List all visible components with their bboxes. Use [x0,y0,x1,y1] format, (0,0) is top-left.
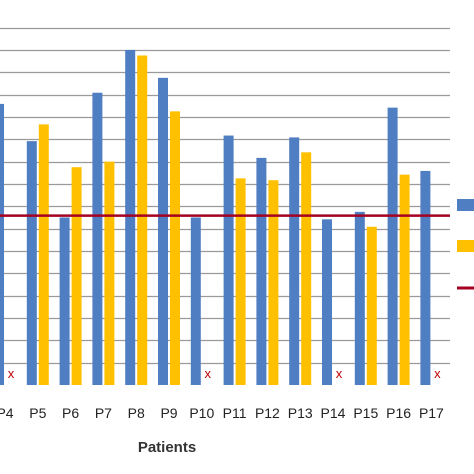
bar-series-1-p11 [223,135,234,385]
bar-series-1-p4 [0,103,4,386]
missing-value-marker: x [434,366,441,381]
bar-series-1-p13 [289,137,300,385]
x-tick-label: P7 [95,405,112,421]
x-tick-label: P13 [288,405,313,421]
legend-swatch-series-2 [457,240,474,252]
bar-series-2-p16 [399,174,410,385]
bar-series-1-p15 [354,211,365,385]
bar-series-2-p15 [366,226,377,385]
x-tick-label: P8 [128,405,145,421]
x-tick-label: P9 [160,405,177,421]
bar-series-2-p13 [301,152,312,385]
bar-series-1-p14 [322,219,332,385]
bar-series-1-p8 [125,49,136,386]
x-tick-label: P6 [62,405,79,421]
bar-series-2-p9 [170,111,180,385]
bar-series-1-p9 [158,77,168,385]
bar-series-1-p7 [92,92,103,385]
bar-series-1-p5 [26,141,37,385]
bar-series-2-p7 [104,161,115,385]
x-tick-label: P16 [386,405,411,421]
x-tick-label: P17 [419,405,444,421]
bar-series-1-p10 [190,217,201,385]
missing-value-marker: x [336,366,343,381]
bar-series-1-p16 [387,107,398,385]
x-axis-title: Patients [138,439,196,456]
x-tick-label: P10 [189,405,214,421]
bar-series-2-p8 [137,55,148,385]
bar-series-2-p12 [268,180,279,385]
bar-series-1-p12 [256,157,267,385]
x-tick-label: P11 [223,405,247,421]
legend-swatch-series-1 [457,199,474,211]
bar-series-1-p6 [59,217,70,385]
bar-series-2-p11 [235,178,246,385]
missing-value-marker: x [205,366,212,381]
bar-series-1-p17 [420,170,431,385]
bar-series-2-p5 [38,124,49,385]
x-tick-label: P14 [321,405,346,421]
x-tick-label: P4 [0,405,14,421]
legend [457,199,474,290]
bar-series-2-p6 [71,167,82,385]
x-tick-label: P12 [255,405,280,421]
x-tick-labels: P4 P5 P6 P7 P8 P9 P10 P11 P12 P13 P14 P15 P16 P17 [0,405,444,421]
x-tick-label: P15 [353,405,378,421]
missing-value-marker: x [8,366,15,381]
x-tick-label: P5 [29,405,46,421]
